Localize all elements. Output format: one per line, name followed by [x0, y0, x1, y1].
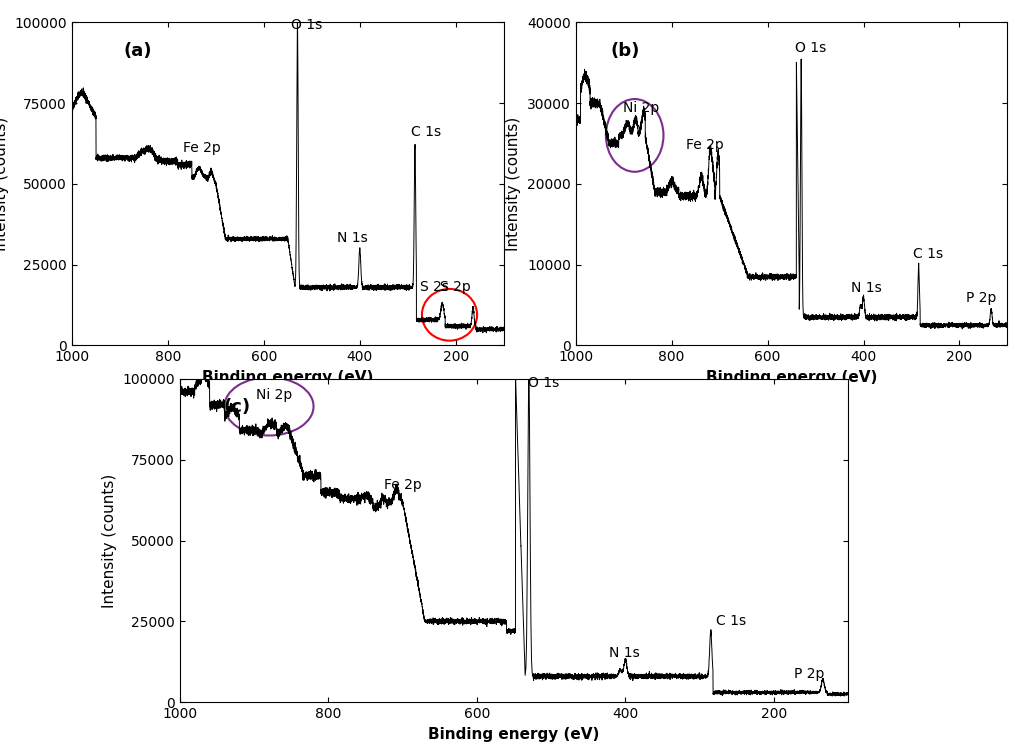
Text: Fe 2p: Fe 2p — [183, 141, 220, 155]
Text: P 2p: P 2p — [794, 667, 823, 681]
Text: N 1s: N 1s — [337, 231, 368, 245]
Text: (a): (a) — [123, 42, 152, 59]
Text: N 1s: N 1s — [850, 282, 881, 296]
X-axis label: Binding energy (eV): Binding energy (eV) — [706, 370, 877, 385]
Text: Fe 2p: Fe 2p — [687, 137, 724, 152]
Text: C 1s: C 1s — [411, 125, 441, 139]
X-axis label: Binding energy (eV): Binding energy (eV) — [429, 727, 599, 742]
Text: S 2p: S 2p — [440, 280, 471, 293]
Text: O 1s: O 1s — [528, 376, 559, 390]
Text: C 1s: C 1s — [715, 614, 746, 628]
Text: (b): (b) — [611, 42, 639, 59]
Text: S 2s: S 2s — [419, 280, 448, 293]
Text: Ni 2p: Ni 2p — [256, 388, 292, 401]
Y-axis label: Intensity (counts): Intensity (counts) — [0, 117, 9, 251]
Text: Fe 2p: Fe 2p — [383, 478, 421, 492]
Text: O 1s: O 1s — [291, 18, 323, 32]
Text: C 1s: C 1s — [913, 247, 944, 261]
Text: (c): (c) — [223, 398, 251, 416]
X-axis label: Binding energy (eV): Binding energy (eV) — [203, 370, 373, 385]
Text: N 1s: N 1s — [609, 646, 639, 660]
Text: P 2p: P 2p — [966, 291, 996, 305]
Y-axis label: Intensity (counts): Intensity (counts) — [507, 117, 521, 251]
Text: O 1s: O 1s — [795, 41, 827, 55]
Text: Ni 2p: Ni 2p — [623, 101, 660, 115]
Y-axis label: Intensity (counts): Intensity (counts) — [102, 473, 117, 608]
